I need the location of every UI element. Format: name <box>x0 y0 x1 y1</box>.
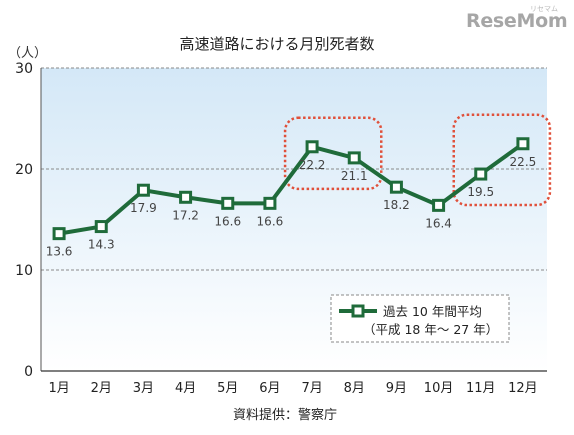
x-tick-label: 1月 <box>48 381 69 396</box>
data-point-marker <box>94 220 108 234</box>
data-point-marker <box>136 183 150 197</box>
y-tick-label: 0 <box>24 364 33 380</box>
data-value-label: 17.2 <box>172 208 199 222</box>
source-label: 資料提供：警察庁 <box>233 407 337 423</box>
x-tick-label: 3月 <box>133 381 154 396</box>
data-point-marker <box>179 190 193 204</box>
data-value-label: 21.1 <box>341 169 368 183</box>
data-point-marker <box>389 180 403 194</box>
legend-note: （平成 18 年～ 27 年） <box>363 322 498 337</box>
data-value-label: 16.6 <box>214 214 241 228</box>
x-tick-label: 2月 <box>91 381 112 396</box>
y-axis: 0 10 20 30 <box>15 61 42 380</box>
highlight-box <box>283 116 383 191</box>
y-tick-label: 20 <box>15 162 33 178</box>
x-tick-label: 11月 <box>466 381 496 396</box>
data-point-marker <box>432 198 446 212</box>
data-value-label: 16.4 <box>425 216 452 230</box>
data-point-marker <box>474 167 488 181</box>
data-value-label: 16.6 <box>257 214 284 228</box>
x-tick-label: 7月 <box>301 381 322 396</box>
x-tick-label: 12月 <box>508 381 538 396</box>
resemom-logo: ReseMom <box>466 10 568 32</box>
data-value-label: 22.5 <box>510 155 537 169</box>
y-tick-label: 10 <box>15 263 33 279</box>
series-line <box>58 142 525 236</box>
x-tick-label: 6月 <box>259 381 280 396</box>
data-point-marker <box>347 151 361 165</box>
x-tick-label: 4月 <box>175 381 196 396</box>
y-axis-unit-label: （人） <box>8 46 47 61</box>
resemom-logo-subtext: リセマム <box>530 5 558 13</box>
legend-series-name: 過去 10 年間平均 <box>383 304 482 319</box>
y-tick-label: 30 <box>15 61 33 77</box>
data-value-label: 13.6 <box>46 245 73 259</box>
x-tick-label: 8月 <box>344 381 365 396</box>
chart-title: 高速道路における月別死者数 <box>179 35 374 53</box>
highlight-boxes <box>283 113 552 207</box>
data-point-marker <box>263 196 277 210</box>
x-tick-label: 5月 <box>217 381 238 396</box>
series-markers <box>52 137 530 241</box>
legend-marker-swatch <box>351 304 365 318</box>
value-labels: 13.6 14.3 17.9 17.2 16.6 16.6 22.2 21.1 18.2 16.4… <box>46 155 537 259</box>
data-value-label: 17.9 <box>130 201 157 215</box>
data-point-marker <box>305 140 319 154</box>
x-axis: 1月 2月 3月 4月 5月 6月 7月 8月 9月 10月 11月 12月 <box>41 370 547 396</box>
data-point-marker <box>516 137 530 151</box>
x-tick-label: 10月 <box>424 381 454 396</box>
data-point-marker <box>52 227 66 241</box>
data-value-label: 18.2 <box>383 198 410 212</box>
data-value-label: 14.3 <box>88 238 115 252</box>
legend-box <box>330 294 510 343</box>
data-value-label: 19.5 <box>467 185 494 199</box>
highlight-box <box>452 113 552 207</box>
data-point-marker <box>221 196 235 210</box>
legend: 過去 10 年間平均 （平成 18 年～ 27 年） <box>330 294 510 343</box>
x-tick-label: 9月 <box>386 381 407 396</box>
data-value-label: 22.2 <box>299 158 326 172</box>
